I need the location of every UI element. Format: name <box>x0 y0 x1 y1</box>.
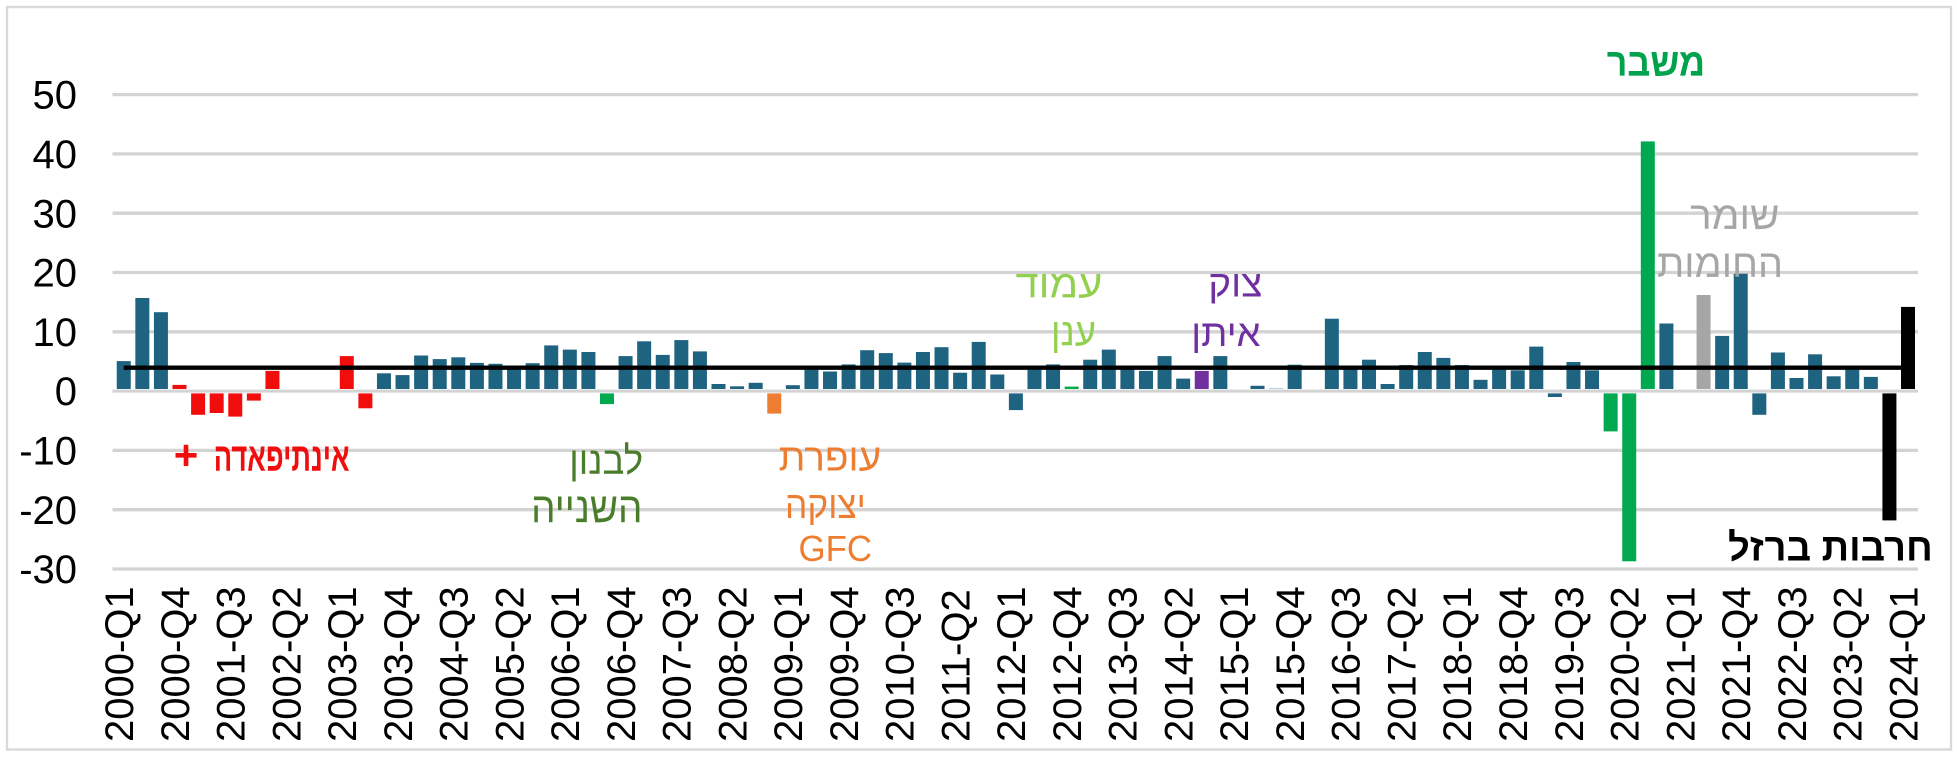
svg-text:2011-Q2: 2011-Q2 <box>934 589 978 742</box>
svg-text:2021-Q1: 2021-Q1 <box>1659 586 1703 742</box>
svg-text:ענן: ענן <box>1051 312 1096 355</box>
svg-text:2017-Q2: 2017-Q2 <box>1381 586 1425 742</box>
svg-text:2021-Q4: 2021-Q4 <box>1715 586 1759 742</box>
svg-text:2009-Q4: 2009-Q4 <box>823 586 867 742</box>
svg-text:2015-Q1: 2015-Q1 <box>1213 586 1257 742</box>
svg-text:2020-Q2: 2020-Q2 <box>1604 586 1648 742</box>
svg-text:אינתיפאדה: אינתיפאדה <box>214 435 350 479</box>
svg-text:2018-Q4: 2018-Q4 <box>1492 586 1536 742</box>
svg-text:+: + <box>174 432 199 479</box>
svg-text:2006-Q4: 2006-Q4 <box>600 586 644 742</box>
svg-text:יצוקה: יצוקה <box>785 485 866 527</box>
svg-text:החומות: החומות <box>1657 243 1783 286</box>
svg-text:לבנון: לבנון <box>569 440 643 483</box>
svg-text:2001-Q3: 2001-Q3 <box>210 586 254 742</box>
svg-text:2019-Q3: 2019-Q3 <box>1548 586 1592 742</box>
svg-text:-20: -20 <box>19 489 77 533</box>
svg-text:2009-Q1: 2009-Q1 <box>767 586 811 742</box>
svg-text:2006-Q1: 2006-Q1 <box>544 586 588 742</box>
svg-text:2004-Q3: 2004-Q3 <box>433 586 477 742</box>
svg-text:2012-Q4: 2012-Q4 <box>1046 586 1090 742</box>
svg-text:50: 50 <box>33 74 78 118</box>
svg-text:שומר: שומר <box>1690 195 1779 238</box>
svg-text:2016-Q3: 2016-Q3 <box>1325 586 1369 742</box>
svg-text:2015-Q4: 2015-Q4 <box>1269 586 1313 742</box>
svg-text:צוק: צוק <box>1208 262 1262 304</box>
svg-text:2007-Q3: 2007-Q3 <box>656 586 700 742</box>
svg-text:חרבות ברזל: חרבות ברזל <box>1728 526 1933 569</box>
svg-text:-30: -30 <box>19 548 77 592</box>
svg-text:2000-Q1: 2000-Q1 <box>98 586 142 742</box>
svg-text:GFC: GFC <box>799 528 873 569</box>
svg-text:-10: -10 <box>19 430 77 474</box>
svg-text:2005-Q2: 2005-Q2 <box>488 586 532 742</box>
svg-text:2003-Q4: 2003-Q4 <box>377 586 421 742</box>
svg-text:2003-Q1: 2003-Q1 <box>321 586 365 742</box>
svg-text:2013-Q3: 2013-Q3 <box>1102 586 1146 742</box>
svg-text:40: 40 <box>33 133 78 177</box>
svg-text:10: 10 <box>33 311 78 355</box>
svg-text:2018-Q1: 2018-Q1 <box>1436 586 1480 742</box>
svg-text:30: 30 <box>33 192 78 236</box>
svg-text:20: 20 <box>33 252 78 296</box>
svg-text:עמוד: עמוד <box>1016 264 1103 307</box>
svg-text:2024-Q1: 2024-Q1 <box>1882 586 1926 742</box>
svg-text:2008-Q2: 2008-Q2 <box>711 586 755 742</box>
svg-text:2014-Q2: 2014-Q2 <box>1158 586 1202 742</box>
svg-text:השנייה: השנייה <box>531 485 642 533</box>
svg-text:משבר: משבר <box>1607 42 1705 85</box>
svg-text:איתן: איתן <box>1191 312 1261 354</box>
svg-text:עופרת: עופרת <box>779 438 882 480</box>
svg-text:2000-Q4: 2000-Q4 <box>154 586 198 742</box>
svg-text:2022-Q3: 2022-Q3 <box>1771 586 1815 742</box>
svg-text:2002-Q2: 2002-Q2 <box>265 586 309 742</box>
svg-text:2023-Q2: 2023-Q2 <box>1827 586 1871 742</box>
svg-text:2010-Q3: 2010-Q3 <box>879 586 923 742</box>
svg-text:2012-Q1: 2012-Q1 <box>990 586 1034 742</box>
svg-text:0: 0 <box>55 370 77 414</box>
